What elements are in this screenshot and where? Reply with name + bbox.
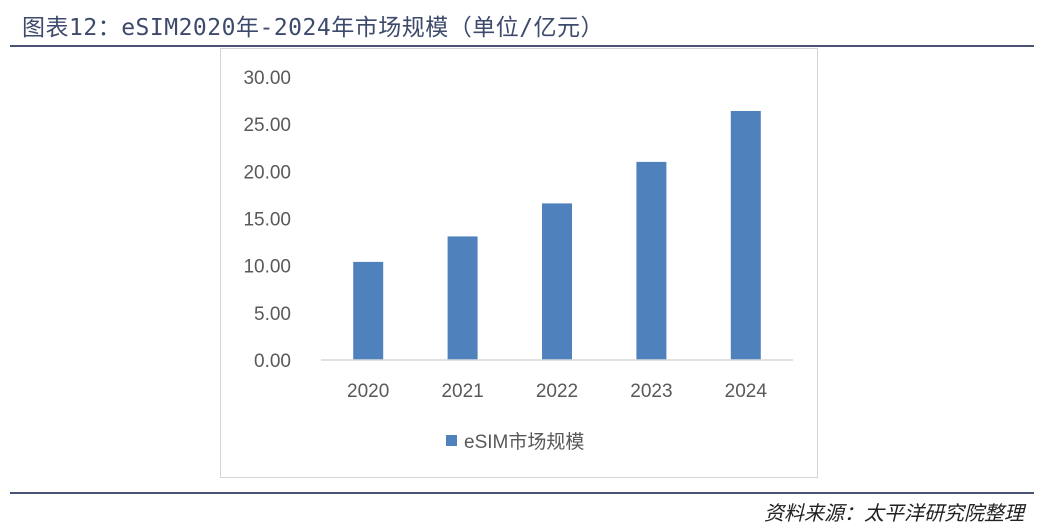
y-tick-label: 10.00 <box>243 257 291 278</box>
legend-swatch <box>446 435 457 446</box>
bar-2021 <box>447 236 478 360</box>
bar-2022 <box>542 203 572 360</box>
figure-title: 图表12：eSIM2020年-2024年市场规模（单位/亿元） <box>22 15 605 41</box>
y-axis: 0.00 5.00 10.00 15.00 20.00 25.00 30.00 <box>243 68 291 372</box>
y-tick-label: 0.00 <box>254 351 291 372</box>
y-tick-label: 30.00 <box>243 68 291 89</box>
y-tick-label: 20.00 <box>243 162 291 183</box>
y-tick-label: 15.00 <box>243 210 291 231</box>
x-tick-label: 2020 <box>347 381 389 402</box>
x-tick-label: 2024 <box>725 381 768 402</box>
bar-2024 <box>730 110 761 361</box>
x-tick-label: 2022 <box>536 381 578 402</box>
bar-2023 <box>636 161 667 360</box>
y-tick-label: 5.00 <box>254 304 291 325</box>
legend-label: eSIM市场规模 <box>464 431 584 453</box>
y-tick-label: 25.00 <box>243 115 291 136</box>
x-tick-label: 2021 <box>441 381 483 402</box>
x-axis: 2020 2021 2022 2023 2024 <box>321 359 793 402</box>
bar-2020 <box>353 261 384 360</box>
legend: eSIM市场规模 <box>446 431 584 453</box>
top-divider <box>10 45 1034 47</box>
bottom-divider <box>10 492 1034 494</box>
x-tick-label: 2023 <box>630 381 672 402</box>
bars <box>353 110 761 361</box>
chart-frame: 0.00 5.00 10.00 15.00 20.00 25.00 30.00 2020 20… <box>220 48 818 478</box>
source-note: 资料来源：太平洋研究院整理 <box>764 501 1024 525</box>
